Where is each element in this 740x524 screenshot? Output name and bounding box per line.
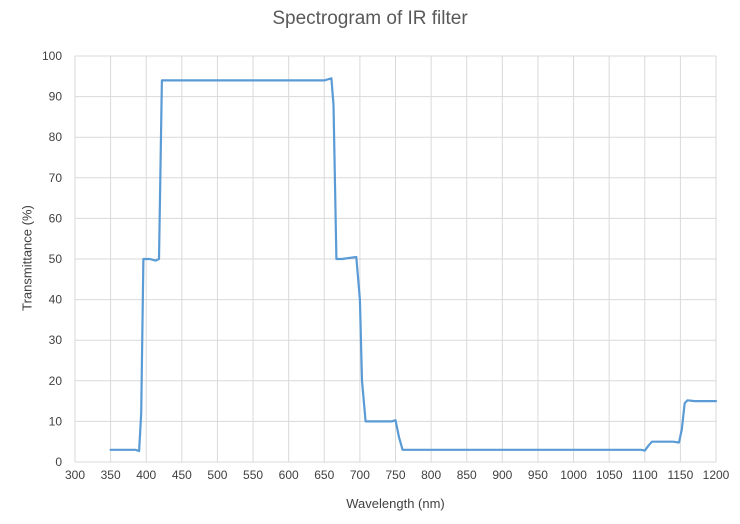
x-tick-labels: 300 350 400 450 500 550 600 650 700 750 800 850 900 9… xyxy=(65,468,730,482)
x-tick-label: 650 xyxy=(314,468,334,482)
y-tick-label: 10 xyxy=(49,414,63,428)
x-tick-label: 750 xyxy=(385,468,405,482)
x-tick-label: 300 xyxy=(65,468,85,482)
x-tick-label: 350 xyxy=(101,468,121,482)
x-tick-label: 700 xyxy=(350,468,370,482)
chart-title: Spectrogram of IR filter xyxy=(272,8,468,29)
x-tick-label: 1000 xyxy=(560,468,587,482)
x-tick-label: 450 xyxy=(172,468,192,482)
y-tick-label: 90 xyxy=(49,90,63,104)
x-tick-label: 1200 xyxy=(703,468,730,482)
series-layer xyxy=(109,77,718,453)
y-tick-label: 100 xyxy=(42,49,62,63)
x-tick-label: 1050 xyxy=(596,468,623,482)
x-tick-label: 400 xyxy=(136,468,156,482)
y-tick-label: 50 xyxy=(49,252,63,266)
series-line xyxy=(109,77,718,453)
x-tick-label: 1150 xyxy=(667,468,693,482)
x-tick-label: 950 xyxy=(528,468,548,482)
x-tick-label: 800 xyxy=(421,468,441,482)
x-tick-label: 500 xyxy=(207,468,227,482)
y-tick-label: 20 xyxy=(49,374,63,388)
x-tick-label: 850 xyxy=(457,468,477,482)
x-tick-label: 1100 xyxy=(632,468,658,482)
y-tick-label: 40 xyxy=(49,293,63,307)
y-tick-label: 0 xyxy=(55,455,62,469)
x-tick-label: 900 xyxy=(492,468,512,482)
y-tick-labels: 0 10 20 30 40 50 60 70 80 90 100 xyxy=(42,49,62,469)
y-tick-label: 60 xyxy=(49,211,63,225)
x-axis-title: Wavelength (nm) xyxy=(346,496,445,511)
gridlines xyxy=(74,55,717,463)
y-tick-label: 30 xyxy=(49,333,63,347)
x-tick-label: 600 xyxy=(279,468,299,482)
y-tick-label: 70 xyxy=(49,171,63,185)
y-tick-label: 80 xyxy=(49,130,63,144)
x-tick-label: 550 xyxy=(243,468,263,482)
